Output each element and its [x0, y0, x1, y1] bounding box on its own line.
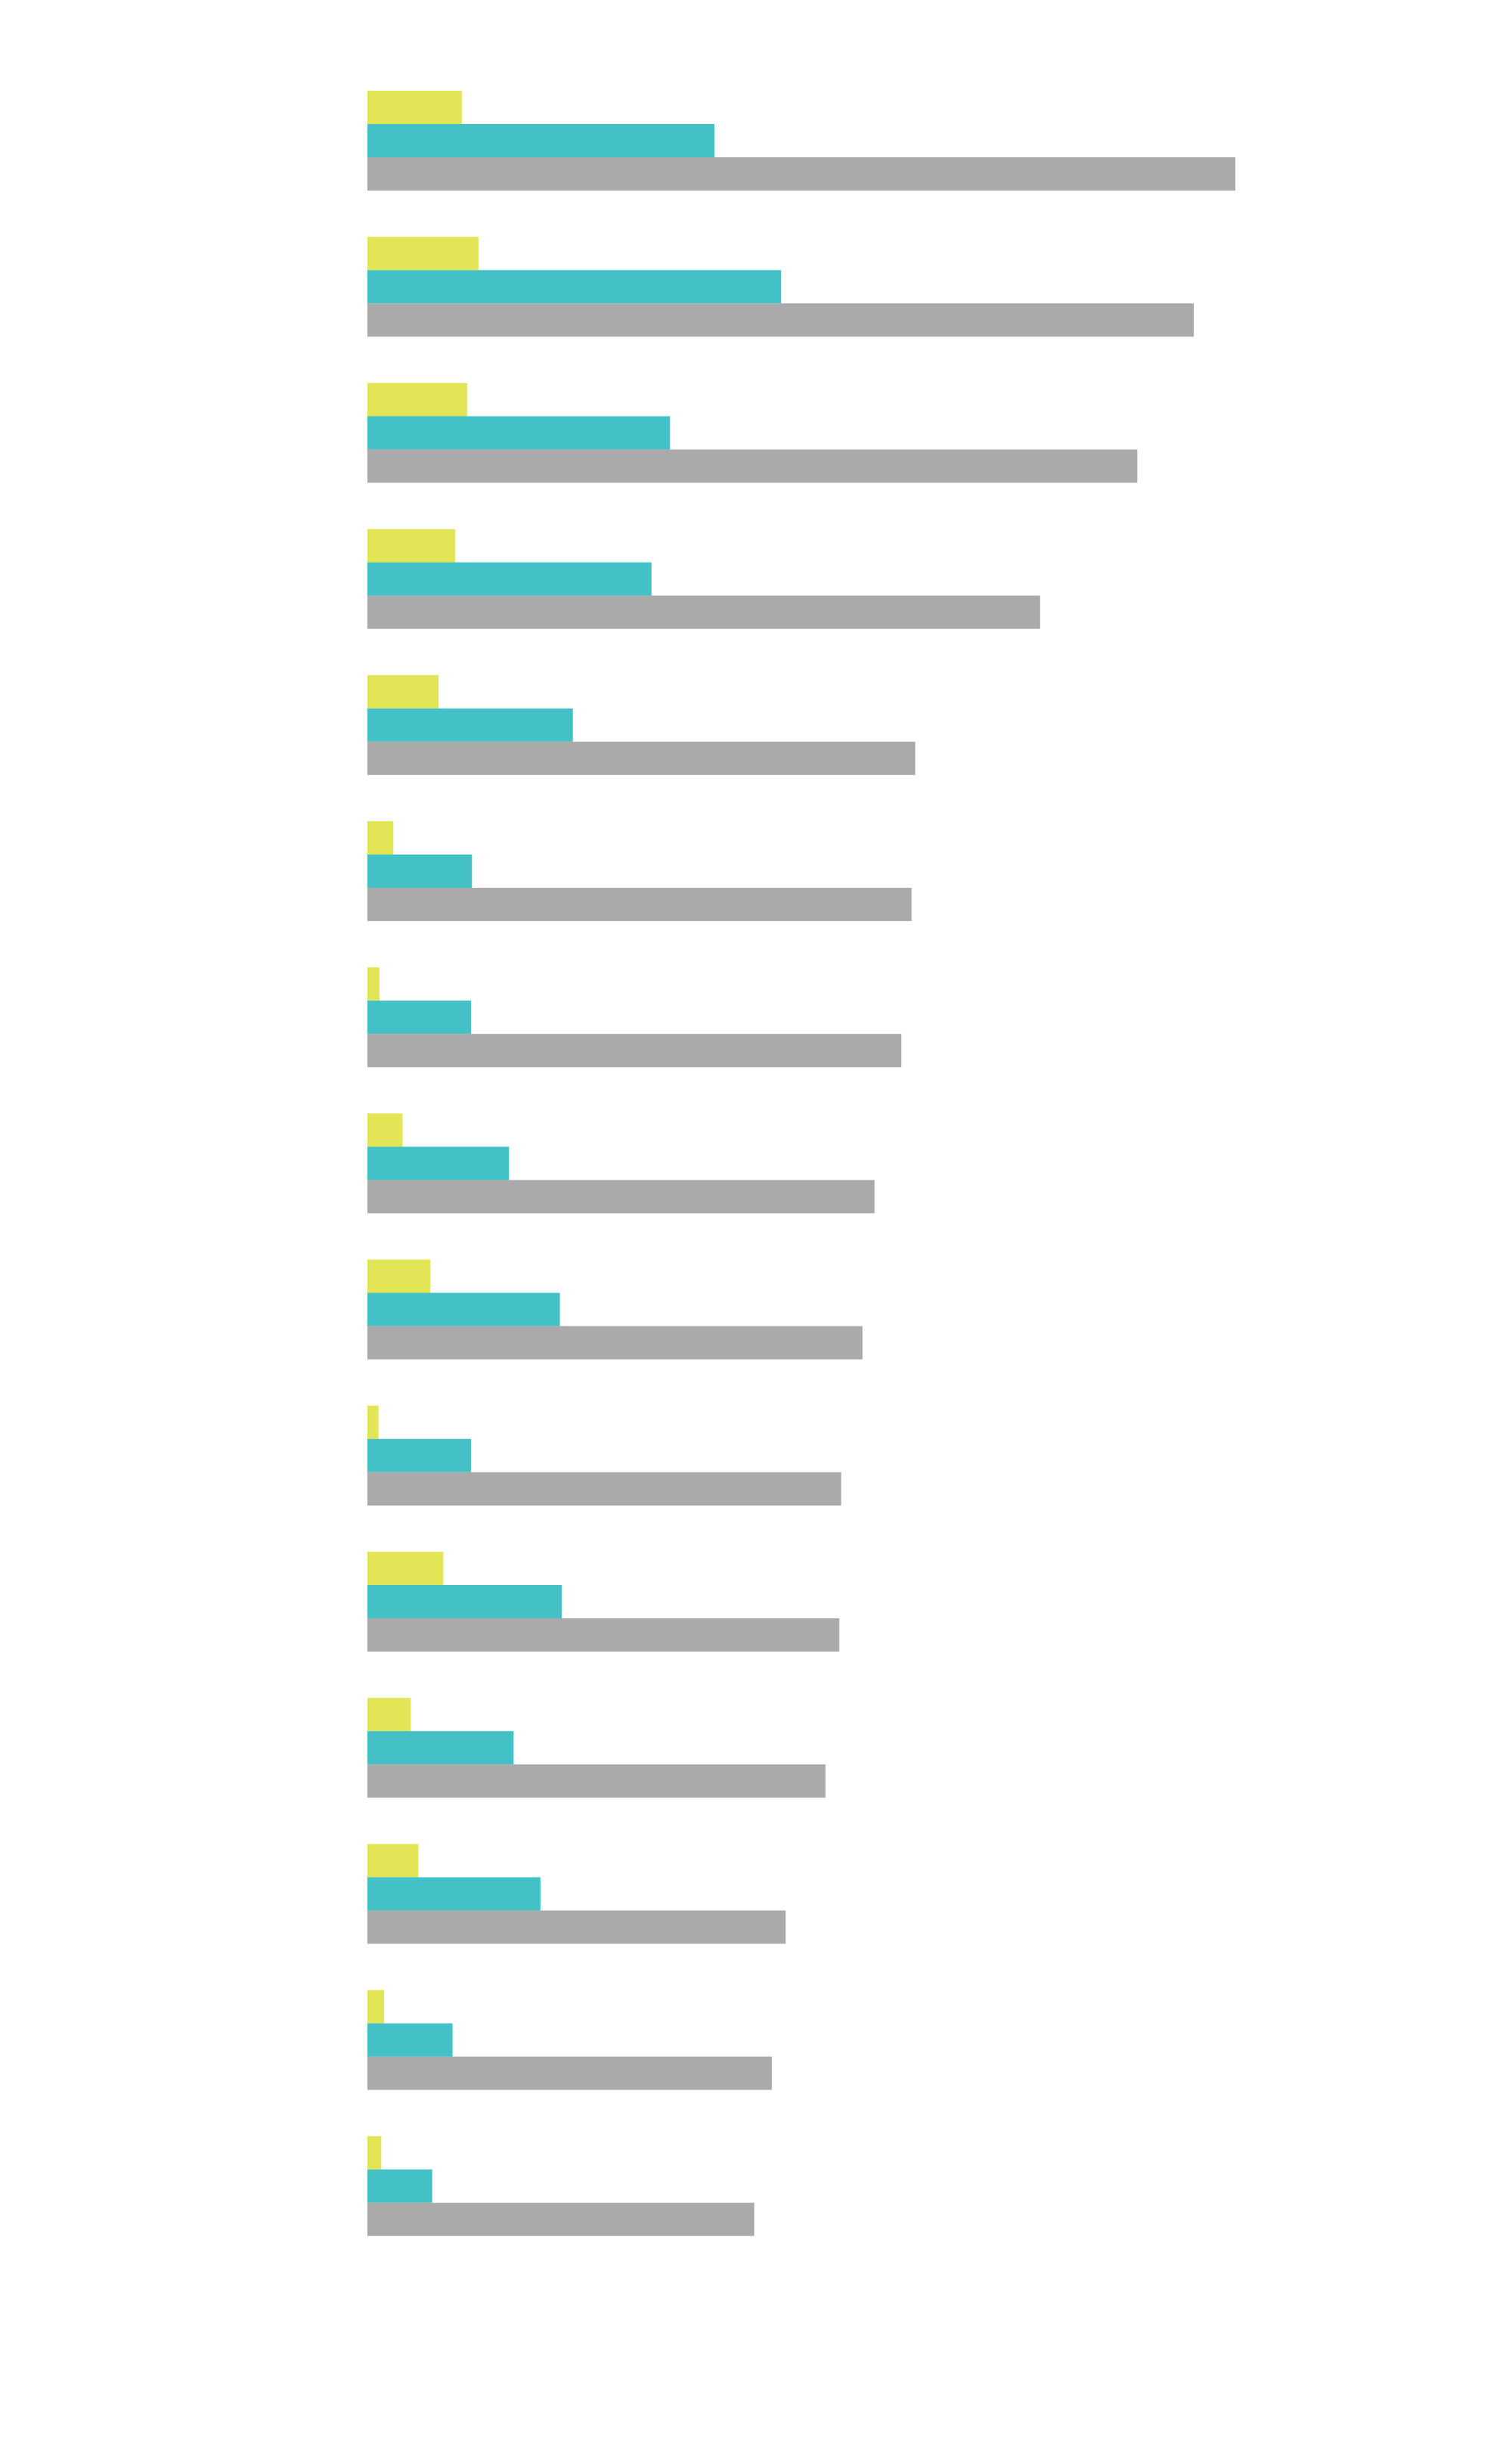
bar	[367, 1844, 419, 1878]
bar	[367, 1764, 826, 1798]
bar	[367, 2023, 453, 2057]
bar	[367, 1292, 560, 1326]
bar	[367, 416, 671, 450]
bar	[367, 1552, 444, 1585]
bar	[367, 967, 380, 1001]
bar	[367, 1472, 841, 1506]
bar	[367, 1910, 786, 1944]
bar	[367, 529, 456, 563]
bar	[367, 157, 1236, 191]
bar	[367, 237, 479, 271]
bar	[367, 303, 1194, 337]
bar	[367, 1180, 875, 1214]
bar	[367, 821, 394, 855]
bar	[367, 1438, 472, 1472]
bar	[367, 1877, 541, 1911]
bar	[367, 2169, 432, 2203]
bar	[367, 1618, 840, 1652]
bar	[367, 1990, 385, 2024]
bar	[367, 2056, 772, 2090]
bar	[367, 2136, 382, 2170]
bar	[367, 1259, 431, 1293]
bar	[367, 91, 462, 124]
bar	[367, 888, 912, 921]
bar	[367, 741, 916, 775]
bar	[367, 383, 468, 417]
bar	[367, 1698, 411, 1732]
bar	[367, 1034, 902, 1068]
bar	[367, 124, 714, 157]
bar	[367, 562, 652, 596]
bar	[367, 675, 439, 709]
bar	[367, 270, 782, 304]
bar	[367, 1326, 863, 1360]
bar	[367, 1113, 403, 1147]
bar	[367, 855, 472, 888]
bar	[367, 1000, 472, 1035]
bar	[367, 2202, 754, 2236]
bar	[367, 1405, 379, 1439]
bar	[367, 1585, 562, 1618]
bar	[367, 708, 573, 742]
bar	[367, 1146, 510, 1180]
bar	[367, 449, 1138, 483]
bar	[367, 595, 1040, 629]
bar	[367, 1731, 514, 1765]
